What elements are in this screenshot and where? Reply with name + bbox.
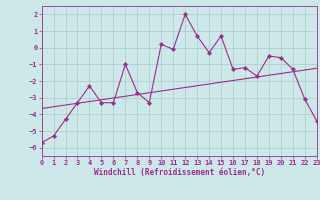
X-axis label: Windchill (Refroidissement éolien,°C): Windchill (Refroidissement éolien,°C) [94,168,265,177]
